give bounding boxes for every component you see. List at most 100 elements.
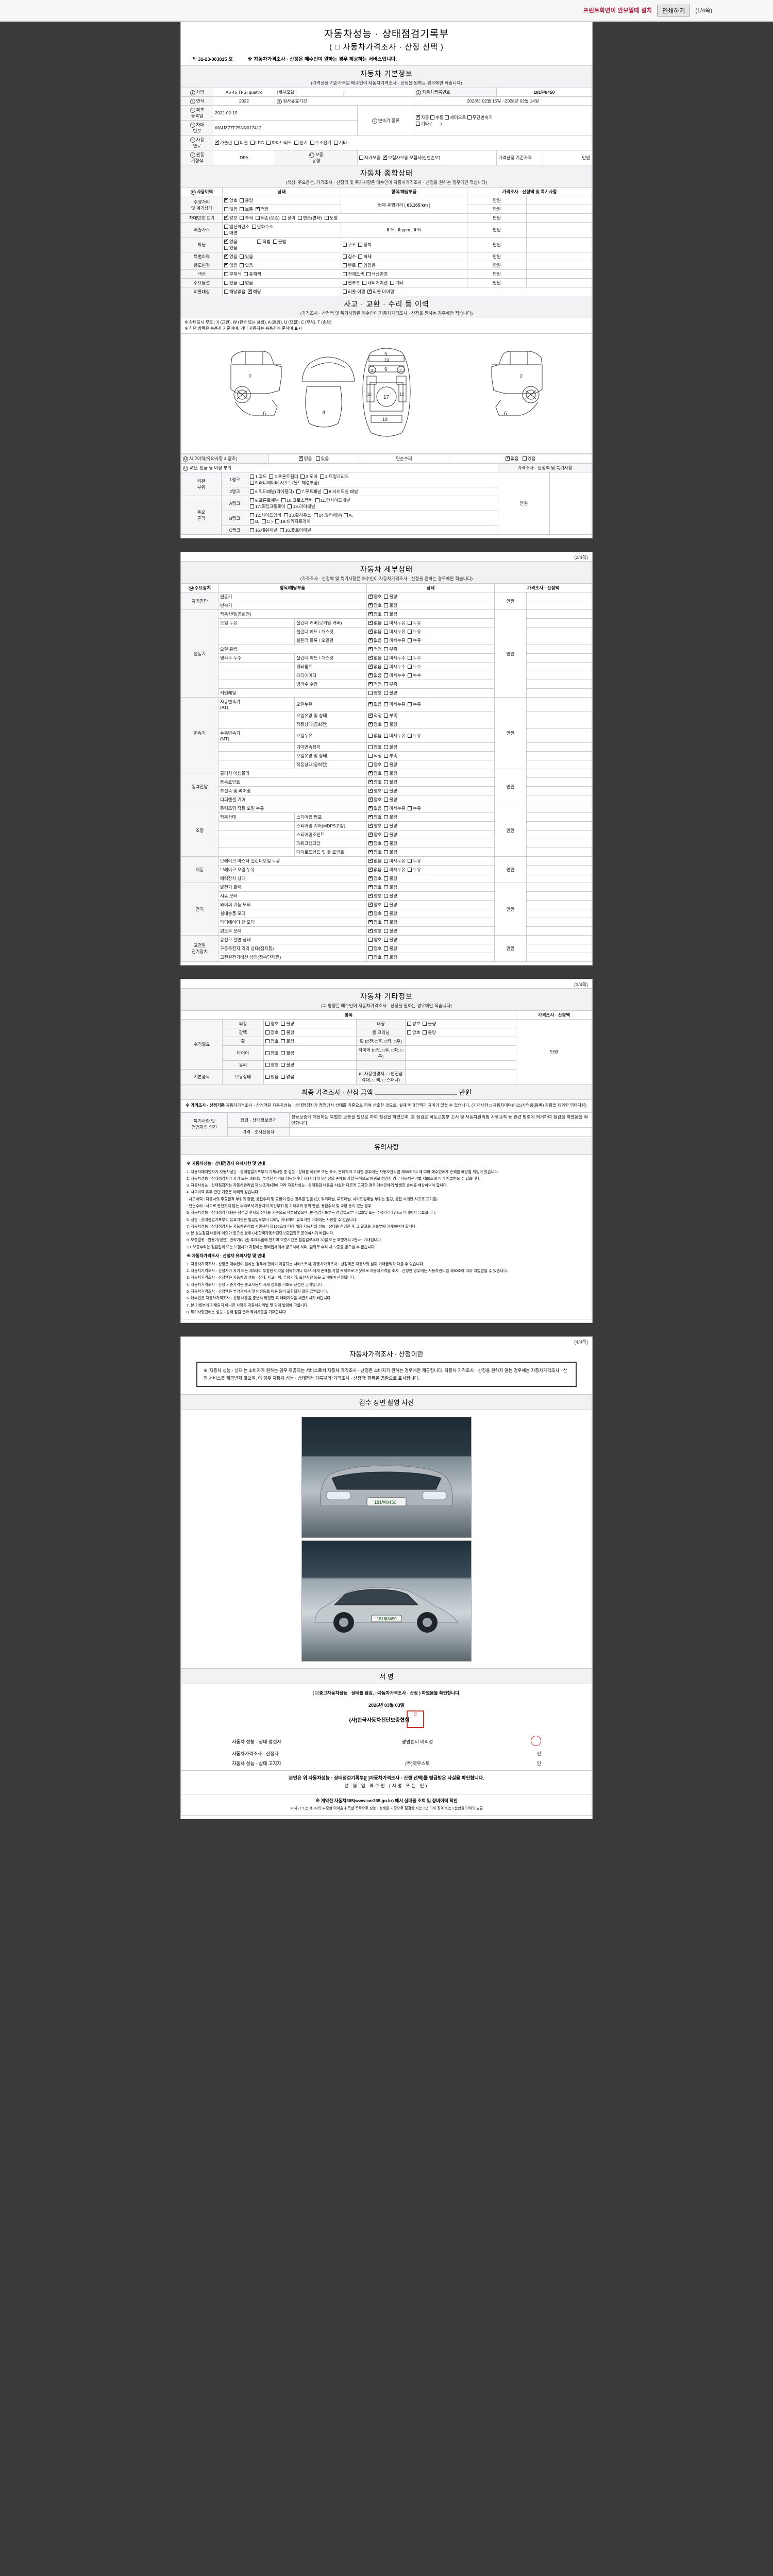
opt-g6r2-1[interactable]: 불량: [384, 902, 397, 907]
opt-vin-different[interactable]: 상이: [282, 215, 295, 221]
opt-pillar-c[interactable]: C ): [261, 519, 273, 524]
opt-front-panel[interactable]: 9.프론트패널: [250, 498, 279, 503]
opt-quarter-panel[interactable]: 6.쿼터패널(리어휀다): [250, 489, 294, 494]
opt-g7r2-0[interactable]: 양호: [368, 955, 382, 960]
opt-g1r2-0[interactable]: 없음: [368, 628, 382, 634]
opt-g1r9-1[interactable]: 불량: [384, 690, 397, 696]
opt-side-sill[interactable]: 8.사이드실 패널: [324, 489, 358, 494]
opt-g1r5-2[interactable]: 누수: [408, 655, 421, 660]
opt-g1r6-0[interactable]: 없음: [368, 663, 382, 669]
opt-g4r1-0[interactable]: 양호: [368, 814, 382, 820]
opt-cross-member[interactable]: 10.크로스멤버: [281, 498, 313, 503]
opt-g1r1-2[interactable]: 누유: [408, 620, 421, 625]
opt-g6r5-1[interactable]: 불량: [384, 928, 397, 934]
opt-accident-none[interactable]: 없음: [298, 455, 312, 461]
opt-g0r1-0[interactable]: 양호: [368, 602, 382, 608]
opt-trunk-lid[interactable]: 4.트렁크리드: [320, 474, 349, 479]
opt-g4r2-1[interactable]: 불량: [384, 823, 397, 828]
opt-tuning-yes[interactable]: 있음: [224, 245, 238, 250]
opt-g1r7-1[interactable]: 미세누수: [384, 673, 406, 678]
opt-vin-altered[interactable]: 변조(변타): [297, 215, 322, 221]
opt-g4r5-0[interactable]: 양호: [368, 849, 382, 855]
opt-e0a-1[interactable]: 불량: [281, 1021, 294, 1026]
opt-g5r0-0[interactable]: 없음: [368, 857, 382, 863]
opt-door[interactable]: 3.도어: [300, 474, 317, 479]
opt-g1r6-2[interactable]: 누수: [408, 664, 421, 669]
opt-g5r2-0[interactable]: 양호: [368, 875, 382, 881]
opt-rear-panel[interactable]: 18.리어패널: [288, 504, 315, 509]
opt-pillar-b[interactable]: B,: [250, 519, 259, 524]
opt-g0r1-1[interactable]: 불량: [384, 603, 397, 608]
opt-emission-hc[interactable]: 탄화수소: [251, 224, 273, 229]
opt-e1b-1[interactable]: 불량: [423, 1030, 436, 1035]
opt-trans-semiauto[interactable]: 세미오토: [445, 115, 466, 120]
opt-g6r3-1[interactable]: 불량: [384, 911, 397, 916]
opt-g1r0-0[interactable]: 양호: [368, 611, 382, 617]
opt-g5r1-1[interactable]: 미세누유: [384, 867, 406, 872]
opt-g1r5-0[interactable]: 없음: [368, 654, 382, 660]
opt-g2r0-0[interactable]: 없음: [368, 701, 382, 707]
opt-fuel-lpg[interactable]: LPG: [250, 140, 264, 145]
opt-g5r2-1[interactable]: 불량: [384, 876, 397, 881]
opt-side-member[interactable]: 12.사이드멤버: [250, 513, 281, 518]
opt-e0b-0[interactable]: 양호: [407, 1021, 421, 1026]
opt-g4r0-0[interactable]: 없음: [368, 805, 382, 811]
opt-fuel-gasoline[interactable]: 가솔린: [215, 139, 232, 145]
opt-usechange-business[interactable]: 영업용: [358, 263, 376, 268]
opt-pillar-panel[interactable]: 14.필러패널(: [313, 513, 342, 518]
opt-hood[interactable]: 1.후드: [250, 474, 267, 479]
opt-g3r1-0[interactable]: 양호: [368, 778, 382, 785]
print-button[interactable]: 인쇄하기: [657, 4, 691, 16]
opt-g4r1-1[interactable]: 불량: [384, 815, 397, 820]
opt-fuel-diesel[interactable]: 디젤: [234, 140, 248, 145]
opt-e3a-0[interactable]: 양호: [265, 1050, 279, 1056]
opt-tuning-structure[interactable]: 구조: [343, 242, 356, 247]
opt-g2r6-0[interactable]: 양호: [368, 762, 382, 767]
opt-e1b-0[interactable]: 양호: [407, 1030, 421, 1035]
opt-g4r3-1[interactable]: 불량: [384, 832, 397, 837]
opt-trans-cvt[interactable]: 무단변속기: [467, 115, 493, 120]
opt-usechange-none[interactable]: 없음: [224, 262, 238, 268]
opt-g2r2-1[interactable]: 불량: [384, 722, 397, 727]
opt-e4a-0[interactable]: 양호: [265, 1062, 279, 1067]
opt-g1r7-0[interactable]: 없음: [368, 672, 382, 678]
opt-g4r4-0[interactable]: 양호: [368, 840, 382, 846]
opt-simple-yes[interactable]: 있음: [522, 456, 535, 461]
opt-g2r1-1[interactable]: 부족: [384, 713, 397, 718]
opt-special-flood[interactable]: 침수: [343, 254, 356, 259]
opt-e1a-0[interactable]: 양호: [265, 1030, 279, 1035]
opt-fuel-electric[interactable]: 전기: [294, 140, 308, 145]
opt-tuning-legal[interactable]: 적법: [257, 239, 271, 244]
opt-g1r1-0[interactable]: 없음: [368, 619, 382, 625]
opt-g7r1-1[interactable]: 불량: [384, 946, 397, 951]
opt-color-changed[interactable]: 색상변경: [366, 272, 388, 277]
opt-sunroof[interactable]: 썬루프: [343, 280, 360, 285]
opt-g4r5-1[interactable]: 불량: [384, 850, 397, 855]
opt-trans-other[interactable]: 기타 ( ): [416, 121, 442, 126]
opt-g2r3-2[interactable]: 누유: [408, 733, 421, 738]
opt-g1r4-1[interactable]: 부족: [384, 647, 397, 652]
opt-trans-auto[interactable]: 자동: [416, 114, 429, 120]
opt-tuning-illegal[interactable]: 불법: [273, 239, 286, 244]
opt-g1r5-1[interactable]: 미세누수: [384, 655, 406, 660]
opt-g2r5-1[interactable]: 부족: [384, 753, 397, 758]
opt-g0r0-1[interactable]: 불량: [384, 594, 397, 599]
opt-e4a-1[interactable]: 불량: [281, 1062, 294, 1067]
opt-g3r1-1[interactable]: 불량: [384, 779, 397, 785]
opt-g6r0-1[interactable]: 불량: [384, 885, 397, 890]
opt-e2a-1[interactable]: 불량: [281, 1039, 294, 1044]
opt-simple-none[interactable]: 없음: [505, 455, 518, 461]
opt-vin-good[interactable]: 양호: [224, 214, 238, 221]
opt-e2a-0[interactable]: 양호: [265, 1039, 279, 1044]
opt-g1r2-2[interactable]: 누유: [408, 629, 421, 634]
opt-g2r1-0[interactable]: 적정: [368, 712, 382, 718]
opt-g1r0-1[interactable]: 불량: [384, 612, 397, 617]
opt-tuning-device[interactable]: 장치: [358, 242, 372, 247]
opt-fuel-hybrid[interactable]: 하이브리드: [266, 140, 292, 145]
opt-g1r2-1[interactable]: 미세누유: [384, 629, 406, 634]
opt-g3r2-0[interactable]: 양호: [368, 787, 382, 793]
opt-g1r8-1[interactable]: 부족: [384, 682, 397, 687]
opt-fuel-hydrogen[interactable]: 수소전기: [310, 140, 331, 145]
opt-front-fender[interactable]: 2.프론트휀더: [269, 474, 298, 479]
opt-recall-yes[interactable]: 해당: [248, 288, 261, 294]
